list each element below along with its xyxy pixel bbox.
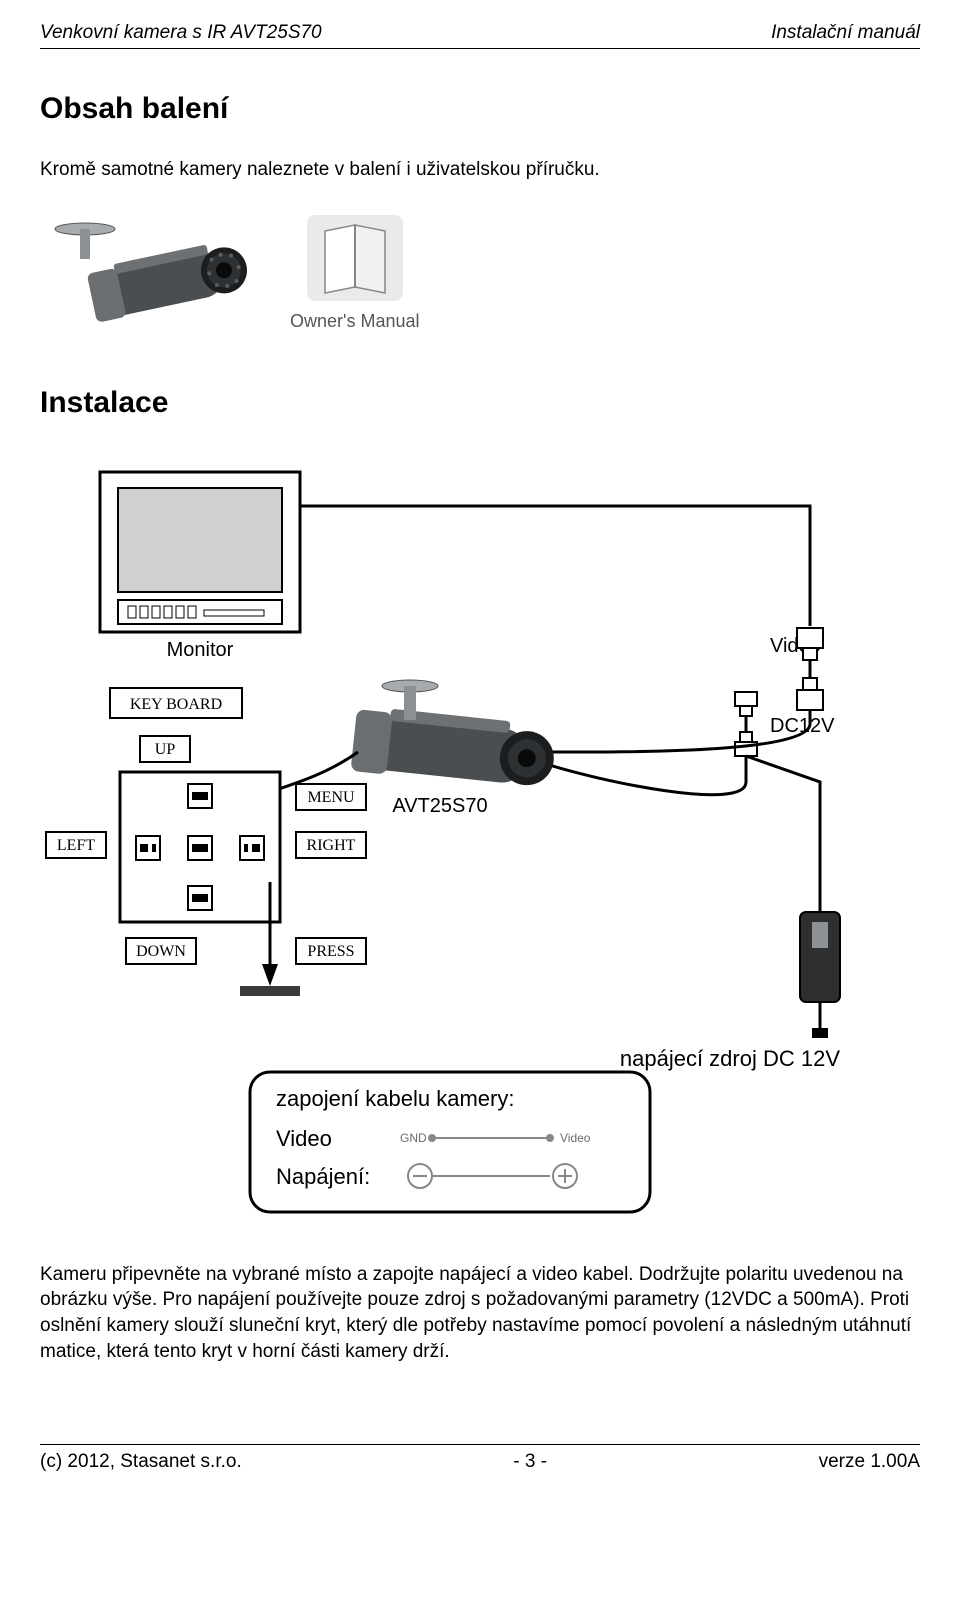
wiring-gnd: GND [400,1131,427,1145]
manual-label: Owner's Manual [290,309,420,333]
press-label: PRESS [307,943,354,960]
camera-diagram-label: AVT25S70 [392,795,487,817]
header-left: Venkovní kamera s IR AVT25S70 [40,20,322,46]
wiring-power-label: Napájení: [276,1164,370,1189]
header-rule [40,48,920,49]
up-label: UP [155,741,176,758]
left-label: LEFT [57,837,95,854]
video-connector-icon [797,628,823,710]
wiring-box: zapojení kabelu kamery: Video GND Video … [250,1072,650,1212]
wiring-video-right: Video [560,1131,591,1145]
section-obsah-text: Kromě samotné kamery naleznete v balení … [40,157,920,183]
footer-right: verze 1.00A [819,1449,920,1475]
keyboard-label: KEY BOARD [130,696,222,713]
wiring-title: zapojení kabelu kamery: [276,1086,514,1111]
camera-icon [40,213,250,333]
down-label: DOWN [136,943,186,960]
wiring-diagram: Monitor Video DC12V [40,452,920,1232]
package-images-row: Owner's Manual [40,213,920,333]
page-footer: (c) 2012, Stasanet s.r.o. - 3 - verze 1.… [40,1444,920,1475]
manual-box: Owner's Manual [290,213,420,333]
section-instalace-title: Instalace [40,383,920,424]
header-right: Instalační manuál [771,20,920,46]
psu-icon [800,912,840,1038]
footer-left: (c) 2012, Stasanet s.r.o. [40,1449,242,1475]
page-header: Venkovní kamera s IR AVT25S70 Instalační… [40,20,920,46]
monitor-label: Monitor [167,639,234,661]
manual-icon [305,213,405,303]
section-obsah-title: Obsah balení [40,89,920,130]
footer-center: - 3 - [513,1449,547,1475]
menu-label: MENU [307,789,355,806]
body-paragraph: Kameru připevněte na vybrané místo a zap… [40,1262,920,1365]
camera-diagram-icon [350,680,557,792]
psu-label: napájecí zdroj DC 12V [620,1046,840,1071]
wiring-video-label: Video [276,1126,332,1151]
right-label: RIGHT [307,837,356,854]
